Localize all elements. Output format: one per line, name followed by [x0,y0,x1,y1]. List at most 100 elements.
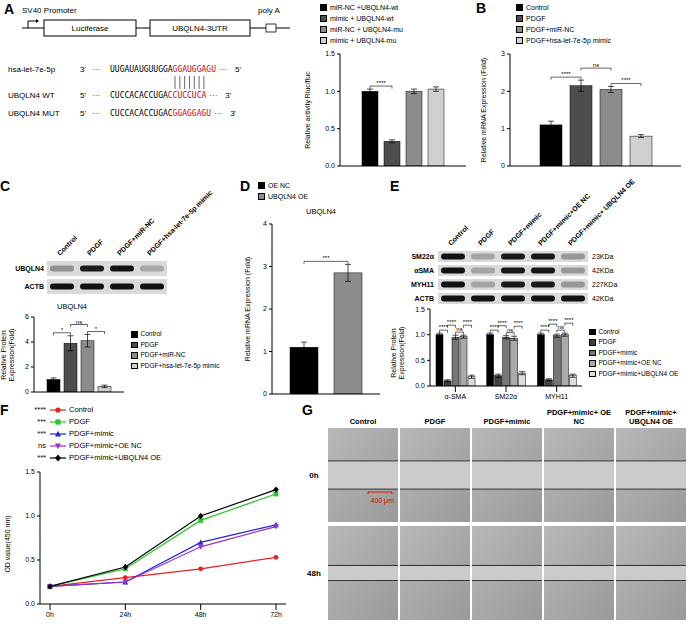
svg-text:MYH11: MYH11 [545,393,568,400]
svg-text:1: 1 [263,348,267,355]
svg-text:UBQLN4: UBQLN4 [15,265,44,273]
svg-text:3: 3 [501,50,505,57]
svg-text:1: 1 [501,125,505,132]
html-text:C: C [0,178,11,194]
svg-text:6: 6 [25,313,29,320]
svg-text:5': 5' [235,65,241,74]
svg-text:5': 5' [80,109,86,118]
svg-text:UBQLN4 MUT: UBQLN4 MUT [8,109,60,118]
svg-text:3': 3' [80,65,86,74]
svg-text:SV40 Promoter: SV40 Promoter [22,6,77,15]
svg-text:MYH11: MYH11 [411,281,434,288]
svg-text:****: **** [463,319,473,325]
html-text:Relative Protein Expression(Fo: Relative Protein Expression(Fold) [390,326,405,380]
svg-text:****: **** [564,317,574,323]
svg-text:Control: Control [56,234,79,257]
svg-text:A: A [4,1,14,17]
svg-text:72h: 72h [270,611,282,618]
svg-text:PDGF+miR-NC: PDGF+miR-NC [115,217,156,257]
svg-text:4: 4 [263,220,267,227]
svg-text:1.0: 1.0 [25,512,35,519]
svg-text:0.0: 0.0 [25,600,35,607]
svg-text:PDGF+mimic: PDGF+mimic [506,210,543,247]
svg-text:3': 3' [225,91,231,100]
svg-text:PDGF+mimic+ UBQLN4 OE: PDGF+mimic+ UBQLN4 OE [567,178,637,247]
svg-text:ACTB: ACTB [25,283,44,290]
svg-text:CUCCACACCUGACCUCCUCA: CUCCACACCUGACCUCCUCA [110,91,207,100]
html-text:Relative Protein Expression(Fo: Relative Protein Expression(Fold) [0,328,15,382]
svg-text:2: 2 [25,363,29,370]
svg-text:****: **** [621,77,631,83]
svg-text:ns: ns [558,324,564,330]
svg-text:0h: 0h [46,611,54,618]
svg-text:2: 2 [501,88,505,95]
svg-text:****: **** [447,319,457,325]
svg-text:1.0: 1.0 [415,331,425,338]
svg-text:3: 3 [263,263,267,270]
svg-text:0.5: 0.5 [415,357,425,364]
svg-text:0.5: 0.5 [25,556,35,563]
svg-text:poly A: poly A [258,6,280,15]
svg-text:hsa-let-7e-5p: hsa-let-7e-5p [8,65,56,74]
svg-text:1.5: 1.5 [25,468,35,475]
svg-text:PDGF: PDGF [86,237,105,256]
svg-text:···: ··· [92,65,100,74]
html-text:G: G [302,402,313,418]
svg-text:ns: ns [456,326,462,332]
svg-text:···: ··· [92,109,100,118]
svg-text:UUGAUAUGUUGGAGGAUGGAGU: UUGAUAUGUUGGAGGAUGGAGU [110,65,216,74]
svg-text:0: 0 [25,388,29,395]
svg-text:ns: ns [593,62,599,68]
svg-text:*: * [95,326,98,332]
svg-text:23KDa: 23KDa [592,253,614,260]
svg-text:SM22α: SM22α [495,393,517,400]
svg-text:ACTB: ACTB [415,295,434,302]
svg-text:α-SMA: α-SMA [445,393,467,400]
svg-text:···: ··· [214,109,222,118]
svg-text:PDGF+hsa-let-7e-5p mimic: PDGF+hsa-let-7e-5p mimic [146,189,215,258]
svg-text:···: ··· [219,65,227,74]
svg-text:UBQLN4 WT: UBQLN4 WT [8,91,55,100]
svg-text:0: 0 [501,162,505,169]
svg-text:1.0: 1.0 [325,88,335,95]
svg-text:0: 0 [263,390,267,397]
svg-text:ns: ns [507,327,513,333]
svg-text:CUCCACACCUGACGGAGGAGU: CUCCACACCUGACGGAGGAGU [110,109,211,118]
svg-text:Luciferase: Luciferase [72,24,109,33]
svg-text:1.5: 1.5 [325,50,335,57]
svg-text:****: **** [561,71,571,77]
svg-text:2: 2 [263,305,267,312]
svg-text:PDGF+mimic+OE NC: PDGF+mimic+OE NC [537,192,591,246]
svg-text:***: *** [322,255,330,261]
html-text:PDGF+mimic+ UBQLN4 OE: PDGF+mimic+ UBQLN4 OE [625,408,677,426]
svg-text:αSMA: αSMA [414,267,434,274]
svg-text:42KDa: 42KDa [592,267,614,274]
svg-text:0.5: 0.5 [325,125,335,132]
html-text:D: D [240,178,251,194]
svg-text:0.0: 0.0 [325,162,335,169]
svg-text:*: * [61,327,64,333]
svg-text:3': 3' [230,109,236,118]
svg-text:1.5: 1.5 [415,306,425,312]
svg-text:···: ··· [209,91,217,100]
svg-text:****: **** [548,318,558,324]
svg-text:****: **** [376,80,386,86]
svg-text:ns: ns [76,319,82,325]
svg-text:****: **** [513,320,523,326]
svg-text:0.0: 0.0 [415,382,425,389]
svg-text:****: **** [497,320,507,326]
svg-text:SM22α: SM22α [411,253,434,260]
svg-text:PDGF: PDGF [477,227,496,246]
svg-text:5': 5' [80,91,86,100]
svg-text:227KDa: 227KDa [592,281,617,288]
html-text:B: B [476,0,487,16]
svg-text:24h: 24h [119,611,131,618]
html-text:PDGF+mimic+ OE NC: PDGF+mimic+ OE NC [546,408,612,426]
svg-text:42KDa: 42KDa [592,295,614,302]
svg-text:48h: 48h [195,611,207,618]
svg-text:Control: Control [447,224,470,247]
svg-text:···: ··· [92,91,100,100]
svg-text:400 μm: 400 μm [371,497,395,505]
svg-text:4: 4 [25,338,29,345]
svg-text:UBQLN4-3UTR: UBQLN4-3UTR [172,24,228,33]
